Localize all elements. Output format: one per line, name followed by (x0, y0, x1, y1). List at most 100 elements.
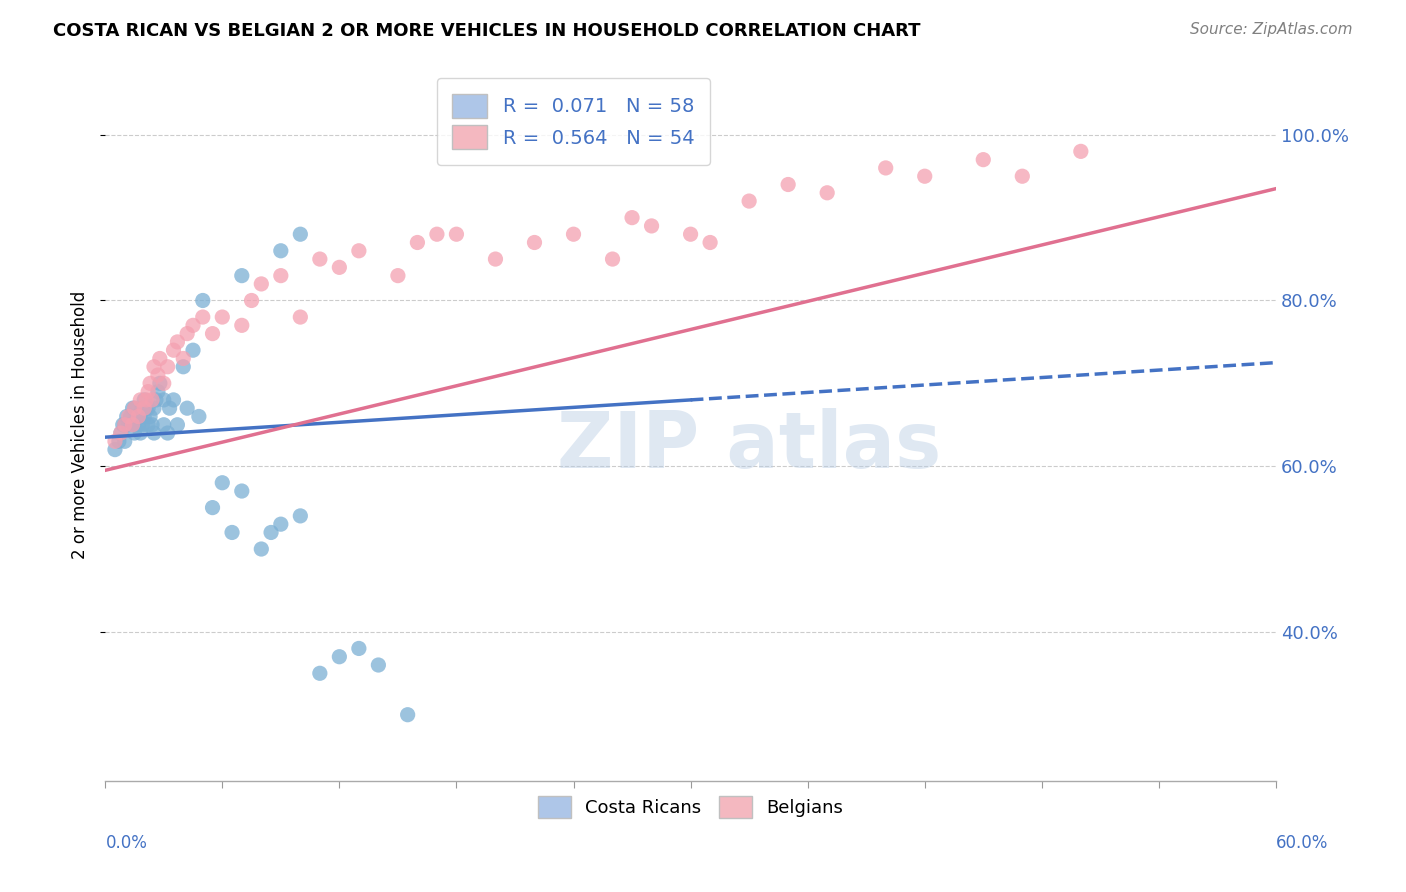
Point (231, 268, 253, 283)
Point (738, 194, 761, 208)
Point (120, 409, 142, 424)
Point (136, 417, 159, 432)
Point (347, 641, 370, 656)
Point (114, 417, 136, 432)
Point (143, 401, 166, 416)
Point (146, 384, 169, 399)
Point (1070, 145, 1092, 159)
Point (166, 417, 188, 432)
Point (201, 500, 224, 515)
Point (308, 252, 330, 266)
Point (406, 235, 429, 250)
Point (231, 483, 253, 498)
Point (290, 508, 312, 523)
Point (135, 401, 157, 416)
Point (250, 277, 273, 291)
Point (201, 326, 224, 341)
Point (176, 326, 198, 341)
Point (172, 359, 194, 374)
Point (562, 227, 585, 242)
Point (679, 227, 702, 242)
Text: ZIP atlas: ZIP atlas (557, 409, 941, 484)
Point (152, 392, 174, 407)
Point (131, 401, 153, 416)
Point (640, 219, 662, 233)
Point (290, 310, 312, 324)
Point (114, 417, 136, 432)
Point (426, 227, 449, 242)
Point (347, 244, 370, 258)
Point (124, 417, 146, 432)
Text: 60.0%: 60.0% (1277, 834, 1329, 852)
Point (270, 268, 292, 283)
Point (396, 707, 419, 722)
Point (129, 409, 152, 424)
Point (211, 310, 233, 324)
Point (139, 409, 162, 424)
Point (270, 244, 292, 258)
Point (127, 409, 149, 424)
Point (110, 425, 132, 440)
Point (250, 542, 273, 557)
Point (156, 425, 179, 440)
Point (778, 178, 800, 192)
Point (156, 359, 179, 374)
Point (1011, 169, 1033, 184)
Point (145, 392, 167, 407)
Point (121, 401, 143, 416)
Point (124, 401, 146, 416)
Point (121, 417, 143, 432)
Point (108, 434, 131, 449)
Text: 0.0%: 0.0% (105, 834, 148, 852)
Point (260, 525, 283, 540)
Point (446, 227, 468, 242)
Point (104, 434, 127, 449)
Point (146, 368, 169, 382)
Point (141, 417, 163, 432)
Point (110, 425, 132, 440)
Point (181, 343, 204, 358)
Point (270, 517, 292, 532)
Point (187, 409, 209, 424)
Point (290, 227, 312, 242)
Point (328, 649, 350, 664)
Y-axis label: 2 or more Vehicles in Household: 2 or more Vehicles in Household (72, 291, 89, 559)
Point (139, 376, 162, 391)
Point (159, 401, 181, 416)
Point (221, 525, 243, 540)
Point (149, 351, 172, 366)
Point (115, 409, 138, 424)
Point (111, 417, 134, 432)
Point (117, 417, 139, 432)
Point (328, 260, 350, 275)
Point (136, 384, 159, 399)
Point (191, 310, 214, 324)
Text: Source: ZipAtlas.com: Source: ZipAtlas.com (1189, 22, 1353, 37)
Point (387, 268, 409, 283)
Point (124, 401, 146, 416)
Point (131, 417, 153, 432)
Point (211, 475, 233, 490)
Point (143, 359, 166, 374)
Point (914, 169, 936, 184)
Point (141, 392, 163, 407)
Point (972, 153, 994, 167)
Point (134, 401, 156, 416)
Point (134, 409, 156, 424)
Point (114, 434, 136, 449)
Point (875, 161, 897, 175)
Point (367, 658, 389, 673)
Point (191, 293, 214, 308)
Legend: Costa Ricans, Belgians: Costa Ricans, Belgians (531, 789, 851, 825)
Point (125, 409, 148, 424)
Point (127, 417, 149, 432)
Point (523, 235, 546, 250)
Point (308, 666, 330, 681)
Point (162, 392, 184, 407)
Point (134, 392, 156, 407)
Point (162, 343, 184, 358)
Point (136, 401, 159, 416)
Point (129, 392, 152, 407)
Point (484, 252, 506, 266)
Point (166, 334, 188, 349)
